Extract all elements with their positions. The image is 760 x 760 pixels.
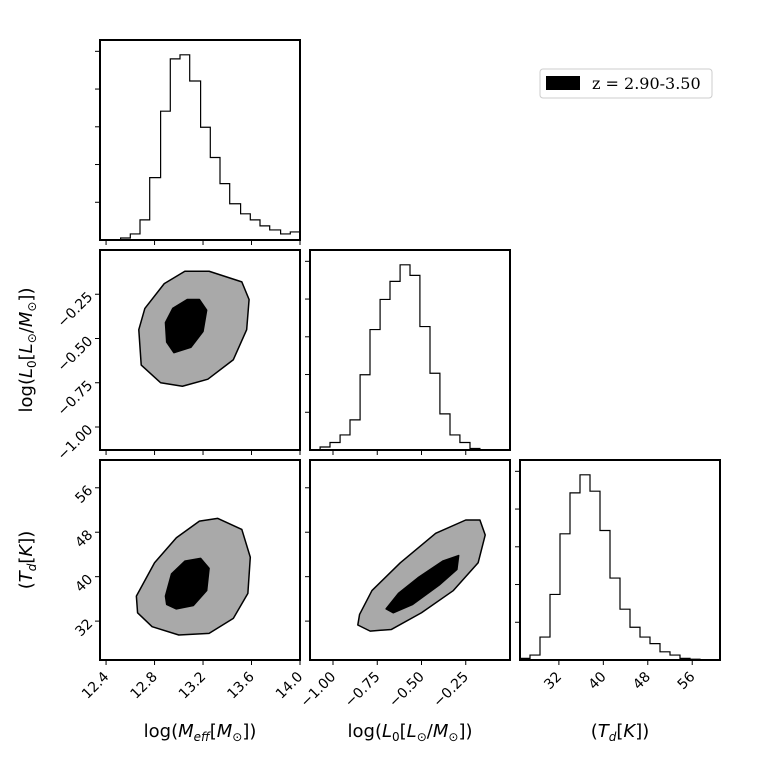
x-tick-label: −0.25 bbox=[430, 669, 472, 711]
axis-label-part: ( bbox=[591, 721, 598, 742]
histogram-steps bbox=[519, 474, 720, 661]
axis-label-part: L bbox=[407, 721, 417, 742]
axis-label-part: T bbox=[598, 721, 611, 742]
axis-label-part: ( bbox=[16, 582, 37, 589]
axis-label-part: ]) bbox=[458, 721, 472, 742]
panel-frame bbox=[309, 459, 511, 661]
x-axis-label-lum: log(L0[L⊙/M⊙]) bbox=[348, 721, 473, 744]
histogram-steps bbox=[310, 264, 510, 451]
axis-label-part: K bbox=[623, 721, 636, 742]
contour-panel-mass-lum: −1.00−0.75−0.50−0.25 bbox=[55, 249, 301, 464]
axis-label-part: L bbox=[16, 368, 37, 378]
histogram-panel-lum bbox=[305, 249, 511, 455]
panel-frame bbox=[519, 459, 721, 661]
y-tick-label: −0.25 bbox=[55, 289, 97, 331]
histogram-panel-temp: 32 40 48 56 bbox=[515, 459, 721, 693]
axis-label-part: K bbox=[16, 544, 37, 557]
x-tick-label: −0.75 bbox=[342, 669, 384, 711]
y-tick-label: 48 bbox=[72, 527, 96, 551]
y-tick-label: −0.50 bbox=[55, 333, 97, 375]
x-tick-label: 32 bbox=[541, 669, 565, 693]
x-axis-label-mass: log(Meff[M⊙]) bbox=[144, 721, 257, 744]
y-tick-label: −0.75 bbox=[55, 378, 97, 420]
axis-label-part: ]) bbox=[242, 721, 256, 742]
axis-label-part: L bbox=[382, 721, 392, 742]
axis-label-part: M bbox=[178, 721, 194, 742]
x-tick-label: −1.00 bbox=[298, 669, 340, 711]
axis-label-part: ⊙ bbox=[417, 730, 427, 744]
axis-label-part: log( bbox=[16, 378, 37, 412]
axis-label-part: 0 bbox=[392, 730, 400, 744]
x-tick-label: 40 bbox=[586, 669, 610, 693]
y-tick-label: 40 bbox=[72, 572, 96, 596]
panel-frame bbox=[99, 459, 301, 661]
axis-label-part: ⊙ bbox=[232, 730, 242, 744]
axis-label-part: d bbox=[609, 730, 617, 744]
x-tick-label: 48 bbox=[630, 669, 654, 693]
axis-label-part: ⊙ bbox=[25, 302, 39, 312]
axis-label-part: ]) bbox=[635, 721, 649, 742]
y-tick-label: 32 bbox=[72, 616, 96, 640]
axis-label-part: [ bbox=[400, 721, 407, 742]
x-tick-label: 12.8 bbox=[127, 669, 160, 702]
axis-label-part: [ bbox=[16, 557, 37, 564]
legend-swatch bbox=[546, 76, 580, 90]
contour-inner bbox=[385, 554, 460, 614]
axis-label-part: [ bbox=[616, 721, 623, 742]
axis-label-part: 0 bbox=[25, 360, 39, 368]
axis-label-part: M bbox=[16, 311, 37, 327]
axis-label-part: log( bbox=[144, 721, 178, 742]
axis-label-part: log( bbox=[348, 721, 382, 742]
axis-label-part: M bbox=[217, 721, 233, 742]
axis-label-part: [ bbox=[210, 721, 217, 742]
x-tick-label: 12.4 bbox=[79, 669, 112, 702]
axis-label-part: d bbox=[25, 563, 39, 571]
axis-label-part: ]) bbox=[16, 288, 37, 302]
axis-labels: log(Meff[M⊙]) log(L0[L⊙/M⊙]) (Td[K])log(L0… bbox=[16, 288, 649, 744]
contour-panel-lum-temp: −1.00 −0.75 −0.50 −0.25 bbox=[298, 459, 511, 711]
legend: z = 2.90-3.50 bbox=[539, 68, 713, 99]
y-axis-label-lum: log(L0[L⊙/M⊙]) bbox=[16, 288, 39, 413]
panel-frame bbox=[99, 249, 301, 451]
axis-label-part: eff bbox=[194, 730, 211, 744]
panel-frame bbox=[309, 249, 511, 451]
y-tick-label: −1.00 bbox=[55, 422, 97, 464]
histogram-steps bbox=[100, 54, 301, 241]
axis-label-part: M bbox=[433, 721, 449, 742]
axis-label-part: ⊙ bbox=[448, 730, 458, 744]
x-tick-label: 13.2 bbox=[176, 669, 209, 702]
axis-label-part: / bbox=[427, 721, 434, 742]
axis-label-part: T bbox=[16, 569, 37, 582]
histogram-panel-mass bbox=[95, 39, 301, 245]
y-tick-label: 56 bbox=[72, 483, 96, 507]
x-tick-label: −0.50 bbox=[386, 669, 428, 711]
legend-frame bbox=[539, 68, 713, 99]
x-tick-label: 13.6 bbox=[224, 669, 257, 702]
y-axis-label-temp: (Td[K]) bbox=[16, 531, 39, 590]
legend-label: z = 2.90-3.50 bbox=[592, 74, 701, 93]
axis-label-part: ⊙ bbox=[25, 333, 39, 343]
x-axis-label-temp: (Td[K]) bbox=[591, 721, 650, 744]
panel-frame bbox=[99, 39, 301, 241]
contour-inner bbox=[164, 298, 208, 354]
axis-label-part: [ bbox=[16, 353, 37, 360]
contour-inner bbox=[164, 557, 210, 610]
axis-label-part: / bbox=[16, 326, 37, 333]
x-tick-label: 56 bbox=[675, 669, 699, 693]
axis-label-part: L bbox=[16, 343, 37, 353]
axis-label-part: ]) bbox=[16, 531, 37, 545]
